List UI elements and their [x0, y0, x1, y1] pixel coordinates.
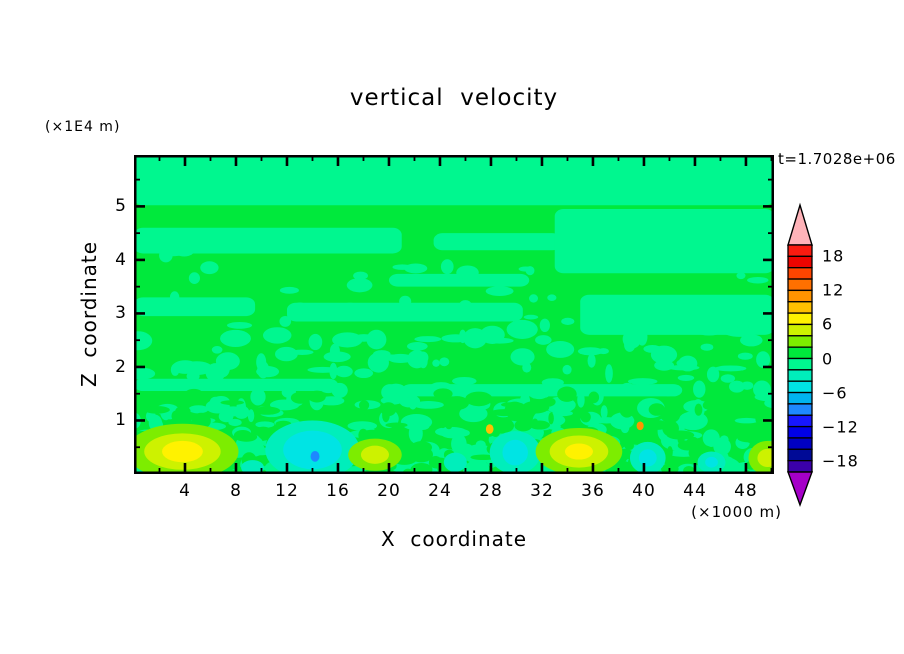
- colorbar-box: [787, 391, 813, 405]
- x-tick-label: 12: [275, 481, 299, 501]
- contour-field-svg: [123, 155, 787, 483]
- colorbar-box: [787, 380, 813, 394]
- plot-frame: [134, 155, 774, 474]
- negative-band: [134, 378, 338, 392]
- negative-band: [134, 297, 256, 317]
- colorbar-tick-label: 0: [822, 349, 834, 368]
- contour-plot-area: [123, 155, 787, 483]
- feature-downdraft-mid: [489, 431, 541, 474]
- colorbar-box: [787, 448, 813, 462]
- feature-downdraft-patch-4: [241, 460, 265, 476]
- colorbar-tick-label: 12: [822, 280, 845, 300]
- colorbar-box: [787, 323, 813, 337]
- feature-downdraft-patch-3: [697, 451, 726, 473]
- y-tick-label: 4: [115, 249, 127, 270]
- y-axis-unit-label: (×1E4 m): [45, 119, 121, 135]
- y-axis-title: Z coordinate: [77, 240, 101, 388]
- x-tick-label: 36: [581, 481, 605, 501]
- negative-band: [388, 273, 530, 287]
- x-tick-label: 28: [479, 481, 503, 501]
- feature-speck-warm-1: [485, 424, 494, 434]
- colorbar-box: [787, 403, 813, 416]
- colorbar: [778, 198, 904, 513]
- negative-band: [554, 209, 774, 274]
- y-tick-label: 1: [115, 410, 127, 431]
- y-tick-label: 5: [115, 196, 127, 217]
- feature-updraft-strong-left: [126, 423, 239, 480]
- x-tick-label: 4: [179, 481, 191, 501]
- x-axis-title: X coordinate: [380, 527, 528, 551]
- colorbar-box: [787, 278, 813, 292]
- x-tick-label: 16: [326, 481, 350, 501]
- negative-band: [433, 233, 562, 251]
- colorbar-box: [787, 346, 813, 360]
- colorbar-box: [787, 414, 813, 428]
- colorbar-tick-label: −6: [822, 383, 848, 403]
- colorbar-box: [787, 267, 813, 280]
- y-tick-label: 2: [115, 356, 127, 377]
- colorbar-tick-label: 18: [822, 246, 845, 266]
- colorbar-box: [787, 437, 813, 450]
- feature-downdraft-left-core: [310, 450, 320, 462]
- x-tick-label: 24: [428, 481, 452, 501]
- feature-updraft-small: [348, 438, 402, 471]
- x-tick-label: 32: [530, 481, 554, 501]
- negative-band: [134, 227, 402, 254]
- x-tick-label: 48: [734, 481, 758, 501]
- colorbar-box: [787, 425, 813, 439]
- colorbar-box: [787, 335, 813, 348]
- plot-title: vertical velocity: [349, 85, 559, 111]
- colorbar-under-arrow: [787, 471, 813, 508]
- x-tick-label: 8: [230, 481, 242, 501]
- colorbar-box: [787, 289, 813, 303]
- feature-updraft-mid: [535, 427, 623, 476]
- negative-band: [134, 155, 774, 206]
- colorbar-svg: [787, 202, 813, 508]
- colorbar-tick-label: 6: [822, 314, 834, 334]
- x-tick-label: 20: [377, 481, 401, 501]
- x-tick-label: 40: [632, 481, 656, 501]
- x-axis-unit-label: (×1000 m): [691, 503, 782, 521]
- colorbar-box: [787, 357, 813, 371]
- y-tick-label: 3: [115, 303, 127, 324]
- colorbar-box: [787, 459, 813, 473]
- colorbar-tick-label: −18: [822, 451, 859, 471]
- colorbar-tick-label: −12: [822, 417, 859, 437]
- colorbar-box: [787, 301, 813, 314]
- x-tick-label: 44: [683, 481, 707, 501]
- colorbar-box: [787, 244, 813, 258]
- colorbar-box: [787, 312, 813, 326]
- colorbar-box: [787, 369, 813, 382]
- colorbar-over-arrow: [787, 202, 813, 246]
- colorbar-box: [787, 255, 813, 269]
- feature-downdraft-patch-1: [443, 452, 467, 472]
- feature-downdraft-left: [265, 420, 360, 480]
- time-stamp: t=1.7028e+06: [778, 150, 896, 168]
- negative-band: [580, 294, 774, 335]
- feature-downdraft-patch-2: [629, 441, 666, 475]
- feature-speck-warm-2: [636, 421, 644, 431]
